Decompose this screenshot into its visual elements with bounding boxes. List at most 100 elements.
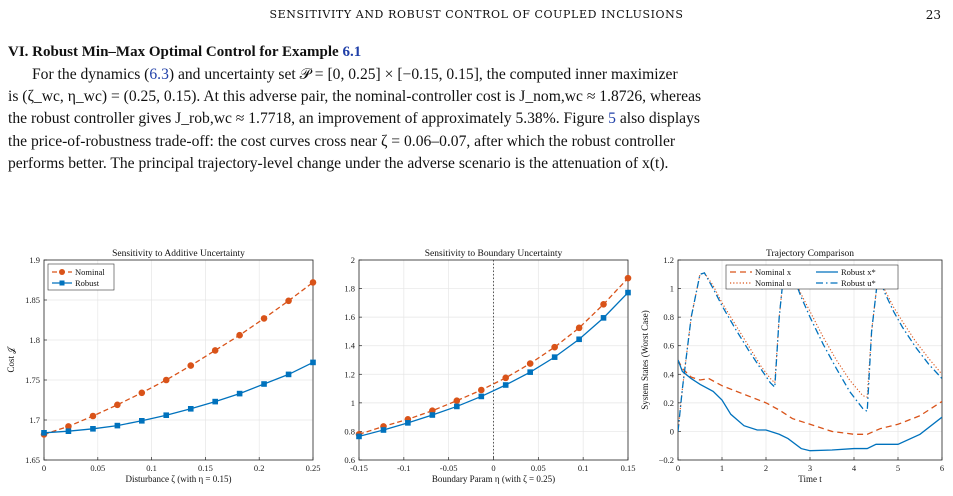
y-tick-label: 0.6 (663, 341, 674, 351)
section-heading-text: VI. Robust Min–Max Optimal Control for E… (8, 44, 339, 60)
y-tick-label: 1.2 (663, 255, 674, 265)
figure-panels: 0 0.05 0.1 0.15 0.2 0.251.651.71.751.81.851.9… (6, 249, 944, 484)
data-point-nominal (285, 297, 292, 305)
data-point-nominal (575, 324, 583, 332)
data-point-robust (41, 430, 47, 436)
data-point-nominal (114, 401, 121, 409)
data-point-nominal (162, 376, 170, 384)
data-point-robust (212, 398, 218, 405)
data-point-nominal (260, 315, 268, 322)
chart-panel-2: -0.15 -0.1 -0.05 0 0.05 0.1 0.15 0.6 0.8 1 1.2 1.4 1… (344, 249, 635, 484)
data-point-nominal (236, 331, 243, 339)
x-tick-label: 0 (491, 463, 495, 473)
paragraph-line: the robust controller gives J_rob,wc ≈ 1… (8, 108, 946, 130)
x-tick-label: 0.05 (90, 463, 105, 473)
data-point-robust (310, 359, 316, 366)
legend-box (725, 264, 899, 290)
figure-link[interactable]: 5 (608, 110, 616, 128)
legend-label: Nominal u (755, 278, 792, 288)
y-tick-label: 1.65 (25, 455, 40, 465)
y-tick-label: 1.8 (344, 284, 355, 294)
series-line-robust-u- (678, 272, 942, 432)
running-title: SENSITIVITY AND ROBUST CONTROL OF COUPLE… (269, 8, 684, 21)
chart-panel-1: 0 0.05 0.1 0.15 0.2 0.25 1.65 1.7 1.75 1.8 1.85 1.9… (6, 249, 320, 484)
text-run: also displays (615, 110, 700, 128)
equation-link[interactable]: 6.3 (149, 66, 169, 83)
x-tick-label: 0 (42, 463, 46, 473)
legend-label: Nominal (75, 267, 105, 277)
page-number: 23 (925, 8, 941, 22)
y-tick-label: 0.6 (344, 455, 355, 465)
x-tick-label: 0.15 (621, 463, 636, 473)
x-tick-label: 6 (940, 463, 944, 473)
x-axis-label: Time t (798, 474, 822, 484)
paragraph-line: the price-of-robustness trade-off: the c… (8, 132, 676, 150)
running-head: SENSITIVITY AND ROBUST CONTROL OF COUPLE… (0, 8, 953, 24)
series-line-nominal (359, 277, 628, 435)
data-point-robust (454, 403, 460, 410)
data-point-nominal (624, 274, 632, 282)
data-point-robust (65, 428, 72, 434)
text-run: the robust controller gives J_rob,wc ≈ 1… (8, 110, 609, 128)
chart-title: Sensitivity to Boundary Uncertainty (425, 249, 563, 259)
legend-box (47, 263, 115, 291)
data-point-robust (551, 354, 558, 360)
x-tick-label: 0.05 (531, 463, 546, 473)
y-tick-label: 0.4 (663, 369, 674, 379)
x-tick-label: 3 (808, 463, 812, 473)
data-point-robust (380, 427, 387, 433)
y-tick-label: 1.6 (344, 312, 355, 322)
y-axis-label: System States (Worst Case) (640, 310, 650, 410)
x-tick-label: 0.2 (254, 463, 265, 473)
data-point-robust (90, 426, 96, 432)
x-tick-label: 2 (764, 463, 768, 473)
x-tick-label: -0.15 (350, 463, 368, 473)
data-point-nominal (478, 386, 485, 394)
y-tick-label: 1.9 (29, 255, 40, 265)
y-tick-label: 1.8 (29, 335, 40, 345)
data-point-nominal (453, 397, 461, 405)
data-point-robust (114, 422, 121, 429)
y-tick-label: 1.75 (25, 375, 40, 385)
chart-title: Trajectory Comparison (766, 249, 854, 259)
y-tick-label: 2 (351, 255, 355, 265)
x-tick-label: 0.25 (306, 463, 321, 473)
series-line-robust (44, 361, 313, 434)
text-run: For the dynamics ( (32, 66, 150, 83)
x-axis-label: Boundary Param η (with ζ = 0.25) (432, 474, 555, 484)
paragraph-line: For the dynamics (6.3) and uncertainty s… (8, 64, 946, 86)
y-tick-label: −0.2 (659, 455, 674, 465)
y-axis-label: Cost 𝒥 (6, 346, 16, 373)
legend-label: Robust x* (841, 267, 876, 277)
chart-title: Sensitivity to Additive Uncertainty (112, 249, 245, 259)
data-point-robust (502, 382, 509, 388)
legend-marker (59, 280, 65, 286)
x-tick-label: -0.05 (440, 463, 458, 473)
legend-marker (59, 269, 65, 275)
body-paragraph: For the dynamics (6.3) and uncertainty s… (8, 64, 946, 175)
x-tick-label: 0 (676, 463, 680, 473)
data-point-nominal (89, 412, 97, 420)
y-tick-label: 1 (670, 284, 674, 294)
data-point-robust (576, 336, 582, 343)
data-point-robust (527, 369, 533, 375)
example-link[interactable]: 6.1 (342, 44, 362, 60)
data-point-robust (139, 418, 145, 424)
y-tick-label: 0.8 (663, 312, 674, 322)
data-point-nominal (187, 362, 195, 369)
series-line-nominal-x (678, 359, 942, 435)
data-point-nominal (138, 389, 146, 397)
x-axis-label: Disturbance ζ (with η = 0.15) (126, 474, 232, 484)
data-point-nominal (211, 347, 219, 354)
legend-label: Nominal x (755, 267, 792, 277)
data-point-nominal (502, 374, 509, 382)
data-point-nominal (551, 343, 558, 351)
x-tick-label: 0.1 (146, 463, 157, 473)
data-point-robust (285, 371, 292, 378)
paragraph-line: is (ζ_wc, η_wc) = (0.25, 0.15). At this … (8, 88, 702, 106)
y-tick-label: 0.8 (344, 426, 355, 436)
data-point-robust (478, 393, 485, 400)
x-tick-label: 5 (896, 463, 900, 473)
data-point-robust (405, 420, 411, 426)
y-tick-label: 1.85 (25, 295, 40, 305)
